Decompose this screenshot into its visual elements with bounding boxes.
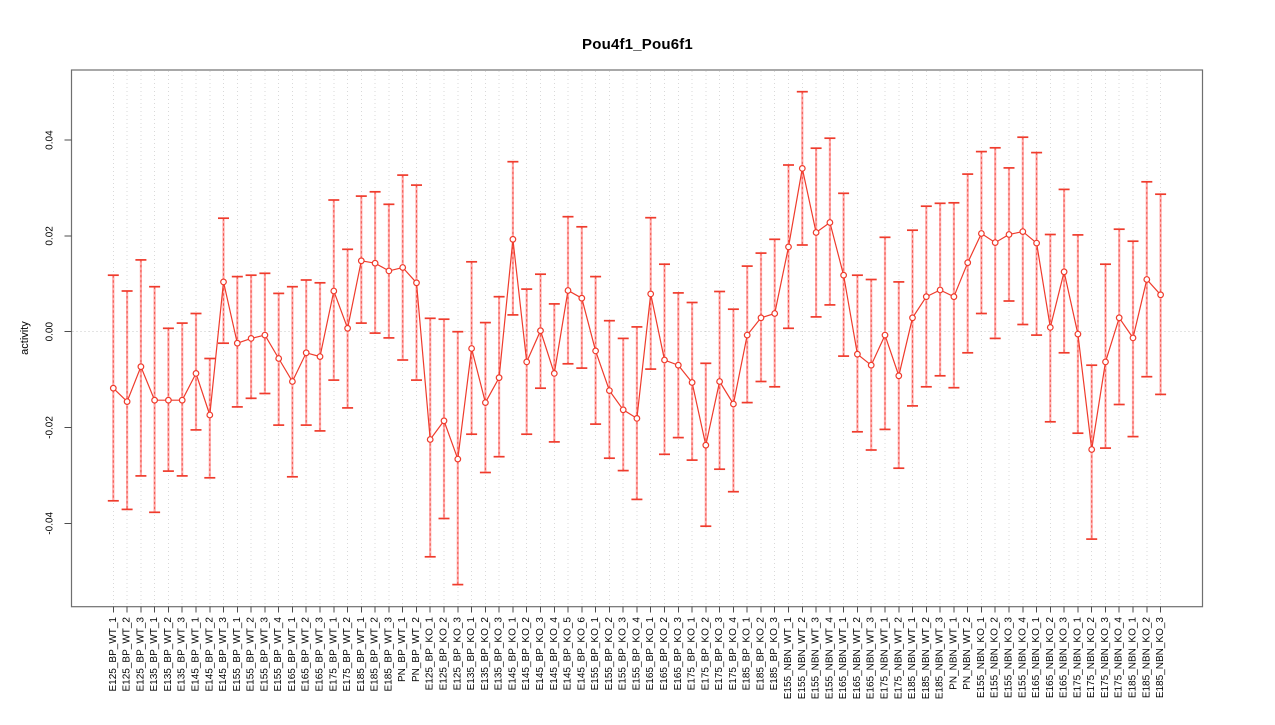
svg-text:E185_NBN_KO_2: E185_NBN_KO_2 [1141, 617, 1152, 699]
svg-text:E185_BP_WT_2: E185_BP_WT_2 [370, 617, 381, 692]
svg-text:E155_BP_WT_1: E155_BP_WT_1 [232, 617, 243, 692]
svg-text:0.04: 0.04 [45, 130, 56, 150]
svg-text:E185_BP_KO_1: E185_BP_KO_1 [742, 617, 753, 691]
svg-text:PN_BP_WT_1: PN_BP_WT_1 [397, 617, 408, 682]
svg-text:0.02: 0.02 [45, 226, 56, 246]
svg-text:E185_BP_WT_1: E185_BP_WT_1 [356, 617, 367, 692]
svg-text:E135_BP_KO_3: E135_BP_KO_3 [494, 617, 505, 691]
svg-text:E145_BP_KO_4: E145_BP_KO_4 [549, 617, 560, 691]
svg-text:E175_BP_WT_1: E175_BP_WT_1 [328, 617, 339, 692]
svg-text:E165_NBN_WT_1: E165_NBN_WT_1 [838, 617, 849, 700]
svg-text:E175_NBN_WT_2: E175_NBN_WT_2 [893, 617, 904, 700]
svg-text:E145_BP_KO_5: E145_BP_KO_5 [563, 617, 574, 691]
svg-text:E175_BP_KO_2: E175_BP_KO_2 [700, 617, 711, 691]
svg-text:E145_BP_KO_2: E145_BP_KO_2 [521, 617, 532, 691]
svg-text:E175_NBN_KO_1: E175_NBN_KO_1 [1072, 617, 1083, 699]
svg-text:E165_NBN_WT_3: E165_NBN_WT_3 [866, 617, 877, 700]
svg-text:PN_NBN_WT_2: PN_NBN_WT_2 [962, 617, 973, 690]
svg-text:E145_BP_KO_3: E145_BP_KO_3 [535, 617, 546, 691]
svg-text:E155_NBN_WT_4: E155_NBN_WT_4 [824, 617, 835, 700]
svg-text:E135_BP_WT_3: E135_BP_WT_3 [177, 617, 188, 692]
svg-text:E155_NBN_KO_4: E155_NBN_KO_4 [1017, 617, 1028, 699]
svg-text:E185_NBN_KO_3: E185_NBN_KO_3 [1155, 617, 1166, 699]
y-axis-label: activity [19, 321, 31, 355]
svg-text:E185_NBN_WT_2: E185_NBN_WT_2 [921, 617, 932, 700]
svg-text:E165_NBN_KO_2: E165_NBN_KO_2 [1045, 617, 1056, 699]
svg-text:E175_NBN_WT_1: E175_NBN_WT_1 [880, 617, 891, 700]
svg-text:E155_BP_WT_2: E155_BP_WT_2 [246, 617, 257, 692]
svg-text:E125_BP_WT_3: E125_BP_WT_3 [135, 617, 146, 692]
svg-text:E135_BP_KO_1: E135_BP_KO_1 [466, 617, 477, 691]
svg-text:PN_NBN_WT_1: PN_NBN_WT_1 [948, 617, 959, 690]
svg-text:E175_BP_KO_1: E175_BP_KO_1 [687, 617, 698, 691]
y-axis [64, 139, 72, 524]
svg-text:E175_NBN_KO_3: E175_NBN_KO_3 [1100, 617, 1111, 699]
svg-text:E155_BP_KO_2: E155_BP_KO_2 [604, 617, 615, 691]
svg-text:E165_BP_WT_2: E165_BP_WT_2 [301, 617, 312, 692]
svg-text:E165_NBN_WT_2: E165_NBN_WT_2 [852, 617, 863, 700]
svg-text:E185_NBN_WT_3: E185_NBN_WT_3 [935, 617, 946, 700]
svg-text:E155_NBN_WT_3: E155_NBN_WT_3 [811, 617, 822, 700]
svg-text:E165_BP_KO_1: E165_BP_KO_1 [645, 617, 656, 691]
svg-text:E135_BP_WT_2: E135_BP_WT_2 [163, 617, 174, 692]
svg-text:PN_BP_WT_2: PN_BP_WT_2 [411, 617, 422, 682]
svg-text:E145_BP_WT_2: E145_BP_WT_2 [204, 617, 215, 692]
svg-text:E165_BP_WT_3: E165_BP_WT_3 [315, 617, 326, 692]
svg-text:0.00: 0.00 [45, 322, 56, 342]
svg-text:E175_BP_KO_4: E175_BP_KO_4 [728, 617, 739, 691]
svg-text:E125_BP_KO_2: E125_BP_KO_2 [439, 617, 450, 691]
svg-text:E145_BP_KO_6: E145_BP_KO_6 [576, 617, 587, 691]
svg-text:E155_BP_KO_1: E155_BP_KO_1 [590, 617, 601, 691]
svg-text:E155_BP_KO_4: E155_BP_KO_4 [631, 617, 642, 691]
svg-text:E155_NBN_KO_2: E155_NBN_KO_2 [990, 617, 1001, 699]
svg-text:E165_BP_KO_3: E165_BP_KO_3 [673, 617, 684, 691]
svg-text:E155_NBN_KO_1: E155_NBN_KO_1 [976, 617, 987, 699]
svg-text:E155_BP_WT_4: E155_BP_WT_4 [273, 617, 284, 692]
svg-text:E125_BP_KO_3: E125_BP_KO_3 [452, 617, 463, 691]
svg-text:E175_BP_KO_3: E175_BP_KO_3 [714, 617, 725, 691]
error-bars [112, 91, 1162, 585]
x-axis [112, 606, 1162, 613]
svg-text:E175_NBN_KO_4: E175_NBN_KO_4 [1114, 617, 1125, 699]
svg-text:E135_BP_KO_2: E135_BP_KO_2 [480, 617, 491, 691]
data-points [109, 164, 1164, 463]
svg-text:-0.02: -0.02 [45, 416, 56, 439]
svg-text:E185_BP_KO_3: E185_BP_KO_3 [769, 617, 780, 691]
svg-text:E125_BP_WT_2: E125_BP_WT_2 [122, 617, 133, 692]
y-tick-labels: -0.04 -0.02 0.00 0.02 0.04 [45, 130, 56, 535]
svg-text:E185_BP_WT_3: E185_BP_WT_3 [383, 617, 394, 692]
svg-text:E175_NBN_KO_2: E175_NBN_KO_2 [1086, 617, 1097, 699]
error-bar-caps [107, 90, 1167, 586]
svg-text:E155_NBN_KO_3: E155_NBN_KO_3 [1004, 617, 1015, 699]
chart-title: Pou4f1_Pou6f1 [582, 36, 693, 53]
svg-text:E155_BP_KO_3: E155_BP_KO_3 [618, 617, 629, 691]
svg-text:E135_BP_WT_1: E135_BP_WT_1 [149, 617, 160, 692]
svg-text:E145_BP_WT_1: E145_BP_WT_1 [191, 617, 202, 692]
svg-text:E125_BP_KO_1: E125_BP_KO_1 [425, 617, 436, 691]
svg-text:E155_BP_WT_3: E155_BP_WT_3 [259, 617, 270, 692]
x-tick-labels: E125_BP_WT_1 E125_BP_WT_2 E125_BP_WT_3 E135… [108, 617, 1166, 700]
svg-text:E165_NBN_KO_3: E165_NBN_KO_3 [1059, 617, 1070, 699]
svg-text:E175_BP_WT_2: E175_BP_WT_2 [342, 617, 353, 692]
svg-text:E155_NBN_WT_2: E155_NBN_WT_2 [797, 617, 808, 700]
svg-text:E155_NBN_WT_1: E155_NBN_WT_1 [783, 617, 794, 700]
svg-text:E165_BP_WT_1: E165_BP_WT_1 [287, 617, 298, 692]
svg-text:-0.04: -0.04 [45, 511, 56, 534]
svg-text:E185_NBN_KO_1: E185_NBN_KO_1 [1128, 617, 1139, 699]
svg-text:E145_BP_WT_3: E145_BP_WT_3 [218, 617, 229, 692]
svg-text:E125_BP_WT_1: E125_BP_WT_1 [108, 617, 119, 692]
svg-text:E145_BP_KO_1: E145_BP_KO_1 [507, 617, 518, 691]
svg-text:E185_BP_KO_2: E185_BP_KO_2 [756, 617, 767, 691]
svg-text:E185_NBN_WT_1: E185_NBN_WT_1 [907, 617, 918, 700]
svg-text:E165_NBN_KO_1: E165_NBN_KO_1 [1031, 617, 1042, 699]
svg-text:E165_BP_KO_2: E165_BP_KO_2 [659, 617, 670, 691]
